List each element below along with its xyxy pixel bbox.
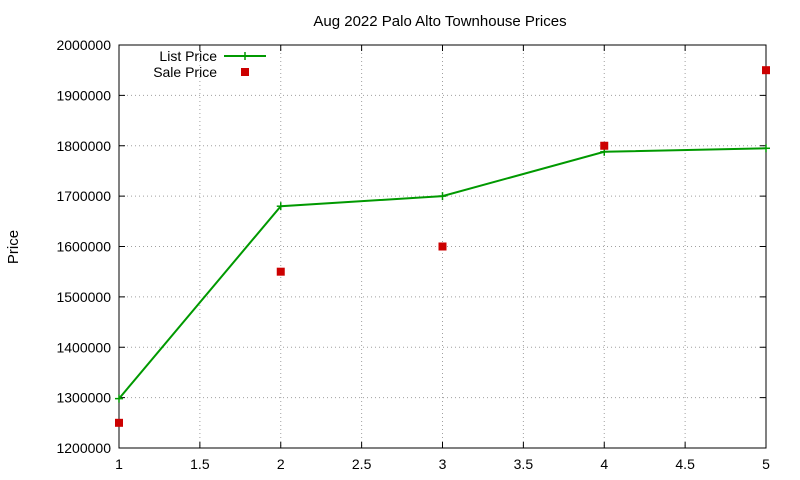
y-tick-label: 1200000 — [56, 440, 111, 456]
square-marker — [600, 141, 609, 150]
y-tick-label: 1800000 — [56, 138, 111, 154]
x-tick-label: 1.5 — [190, 456, 210, 472]
plus-marker — [276, 202, 285, 211]
legend-label: Sale Price — [153, 64, 217, 80]
x-tick-label: 2 — [277, 456, 285, 472]
x-tick-label: 3.5 — [514, 456, 534, 472]
y-tick-label: 1500000 — [56, 289, 111, 305]
plus-marker — [762, 144, 770, 153]
x-tick-label: 2.5 — [352, 456, 372, 472]
series-sale-price — [115, 66, 770, 427]
axis-ticks: 1 1.5 2 2.5 3 3.5 4 4.5 5 1200000 1300000 1400000 15… — [56, 37, 770, 472]
series-list-price — [115, 144, 770, 403]
y-tick-label: 1400000 — [56, 339, 111, 355]
y-tick-label: 2000000 — [56, 37, 111, 53]
square-marker — [241, 68, 249, 76]
square-marker — [762, 66, 770, 75]
square-marker — [115, 418, 123, 427]
y-axis-label: Price — [5, 230, 22, 264]
y-tick-label: 1600000 — [56, 239, 111, 255]
y-tick-label: 1900000 — [56, 87, 111, 103]
series-layer — [115, 66, 770, 427]
x-tick-label: 1 — [115, 456, 123, 472]
plus-marker — [115, 394, 123, 403]
x-tick-label: 4 — [600, 456, 608, 472]
chart-title: Aug 2022 Palo Alto Townhouse Prices — [313, 13, 566, 30]
y-tick-label: 1300000 — [56, 390, 111, 406]
square-marker — [276, 267, 285, 276]
x-tick-label: 5 — [762, 456, 770, 472]
square-marker — [438, 242, 447, 251]
y-tick-label: 1700000 — [56, 188, 111, 204]
x-tick-label: 4.5 — [675, 456, 695, 472]
plus-marker — [241, 52, 249, 60]
x-tick-label: 3 — [439, 456, 447, 472]
plus-marker — [438, 192, 447, 201]
legend-label: List Price — [159, 48, 217, 64]
